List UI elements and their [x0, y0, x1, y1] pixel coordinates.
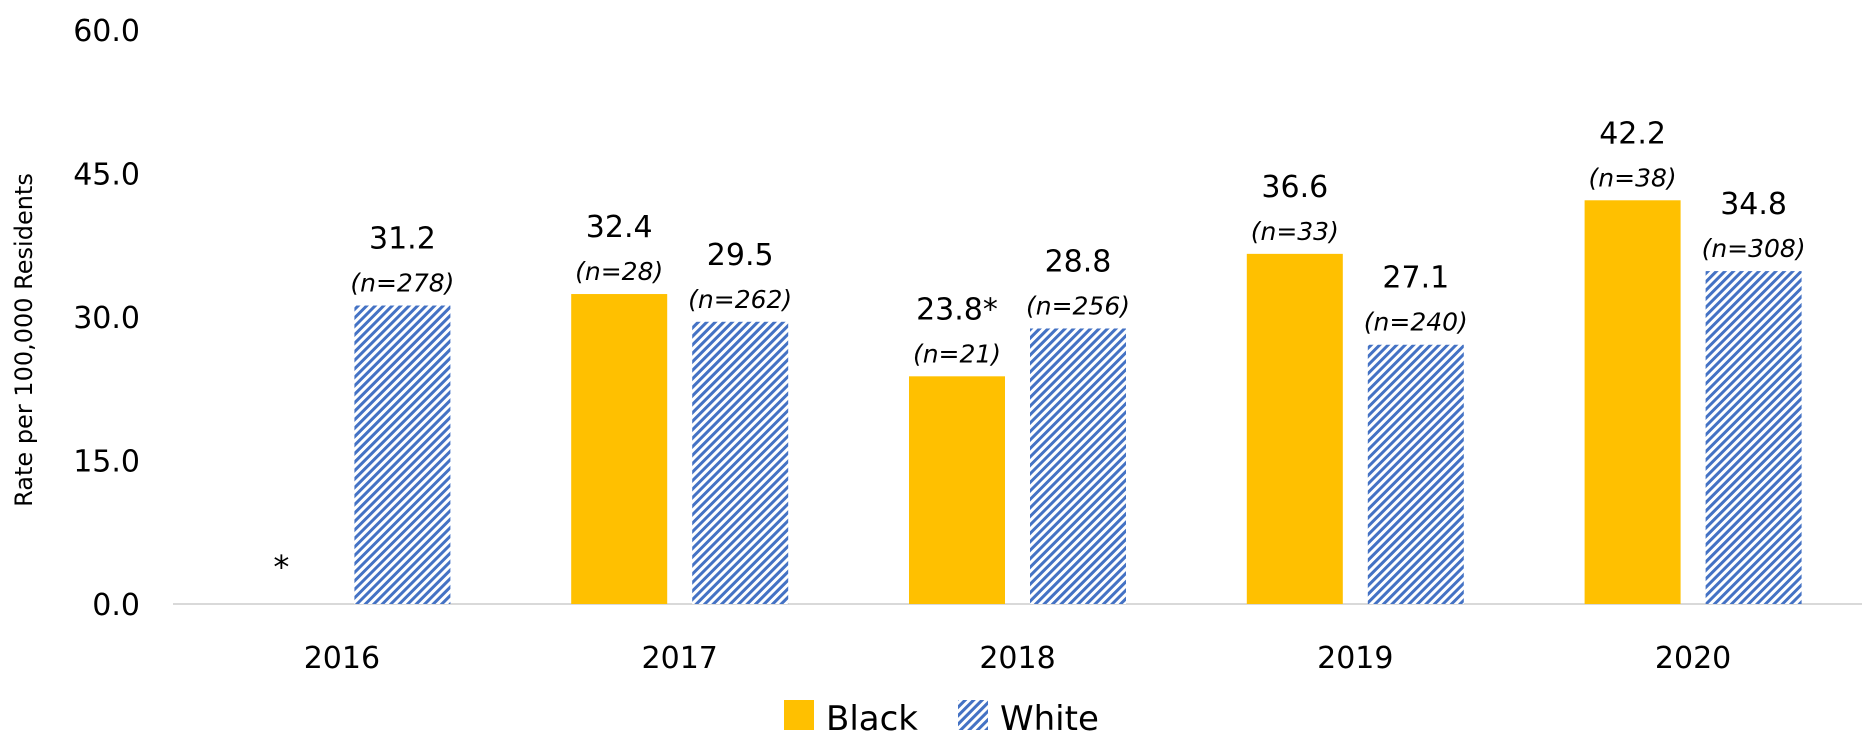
n-label: (n=262) — [688, 285, 792, 314]
legend-swatch-black — [784, 700, 814, 730]
value-label: 32.4 — [586, 210, 653, 245]
bar-black-2018 — [909, 376, 1005, 604]
x-tick-label: 2017 — [642, 641, 718, 676]
bar-black-2019 — [1246, 253, 1343, 605]
bar-black-2020 — [1584, 200, 1681, 604]
value-label: 34.8 — [1720, 187, 1787, 222]
y-tick-label: 60.0 — [73, 14, 140, 49]
suppressed-marker: * — [273, 548, 289, 586]
x-tick-label: 2016 — [304, 641, 380, 676]
value-label: 29.5 — [707, 238, 774, 273]
y-tick-label: 45.0 — [73, 158, 140, 193]
legend-label-white: White — [1000, 699, 1099, 739]
x-tick-label: 2020 — [1655, 641, 1731, 676]
value-label: 23.8* — [916, 292, 998, 327]
bar-white-2018 — [1030, 328, 1126, 604]
x-axis-ticks: 2016 2017 2018 2019 2020 — [304, 641, 1732, 676]
value-label: 28.8 — [1045, 244, 1112, 279]
n-label: (n=278) — [350, 269, 454, 298]
n-label: (n=256) — [1026, 291, 1130, 320]
legend-label-black: Black — [826, 699, 918, 739]
legend-swatch-white — [958, 700, 988, 730]
n-label: (n=28) — [575, 257, 663, 286]
n-label: (n=308) — [1702, 234, 1806, 263]
bar-black-2017 — [571, 294, 668, 604]
value-label: 31.2 — [369, 222, 436, 257]
bar-white-2020 — [1705, 271, 1802, 604]
bar-white-2016 — [354, 305, 451, 604]
bar-white-2017 — [692, 321, 789, 604]
value-label: 27.1 — [1382, 261, 1449, 296]
y-axis-label: Rate per 100,000 Residents — [10, 173, 38, 507]
bar-white-2019 — [1367, 344, 1464, 604]
legend: Black White — [784, 699, 1099, 739]
value-label: 42.2 — [1599, 116, 1666, 151]
data-labels-group: * 31.2 (n=278) 32.4 (n=28) 29.5 (n=262) 23.8* (n… — [273, 116, 1805, 586]
n-label: (n=33) — [1251, 217, 1339, 246]
bars-group — [354, 200, 1802, 605]
x-tick-label: 2018 — [979, 641, 1055, 676]
y-axis-ticks: 0.0 15.0 30.0 45.0 60.0 — [73, 14, 140, 623]
y-tick-label: 15.0 — [73, 445, 140, 480]
n-label: (n=21) — [913, 339, 1001, 368]
y-tick-label: 30.0 — [73, 301, 140, 336]
x-tick-label: 2019 — [1317, 641, 1393, 676]
value-label: 36.6 — [1261, 170, 1328, 205]
y-tick-label: 0.0 — [92, 588, 140, 623]
n-label: (n=38) — [1589, 163, 1677, 192]
n-label: (n=240) — [1364, 308, 1468, 337]
